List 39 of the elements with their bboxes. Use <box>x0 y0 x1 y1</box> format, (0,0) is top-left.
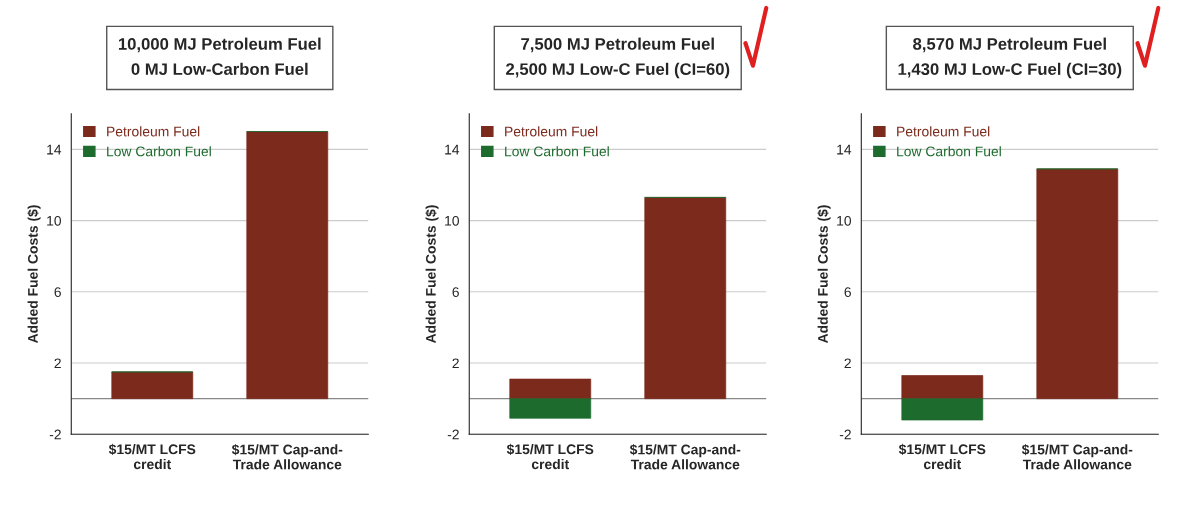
y-tick-label: 2 <box>452 358 459 369</box>
y-axis-title: Added Fuel Costs ($) <box>27 205 41 344</box>
y-tick-label: 10 <box>837 215 852 226</box>
bar <box>901 375 984 400</box>
bar <box>901 398 984 421</box>
x-tick-label: $15/MT LCFS credit <box>506 443 594 470</box>
bar <box>509 398 592 419</box>
y-tick-label: 2 <box>54 358 61 369</box>
x-tick-label: $15/MT Cap-and- Trade Allowance <box>231 444 343 470</box>
chart-title: 10,000 MJ Petroleum Fuel 0 MJ Low-Carbon Fuel <box>118 37 321 76</box>
legend-label: Low Carbon Fuel <box>897 146 1001 157</box>
chart-title: 8,570 MJ Petroleum Fuel 1,430 MJ Low-C Fuel (CI=30) <box>898 37 1122 79</box>
y-tick-label: 14 <box>47 144 62 155</box>
legend-label: Petroleum Fuel <box>897 126 990 137</box>
x-tick-label: $15/MT LCFS credit <box>108 443 196 470</box>
y-tick-label: 2 <box>844 358 851 369</box>
chart-title: 7,500 MJ Petroleum Fuel 2,500 MJ Low-C Fuel (CI=60) <box>506 37 730 79</box>
x-tick-label: $15/MT LCFS credit <box>898 443 986 470</box>
y-axis-title: Added Fuel Costs ($) <box>817 205 831 344</box>
bar <box>644 197 727 400</box>
bar <box>1036 168 1119 400</box>
x-tick-label: $15/MT Cap-and- Trade Allowance <box>629 444 741 470</box>
x-tick-label: $15/MT Cap-and- Trade Allowance <box>1021 444 1133 470</box>
legend-label: Low Carbon Fuel <box>505 146 609 157</box>
legend-label: Low Carbon Fuel <box>107 146 211 157</box>
y-axis-title: Added Fuel Costs ($) <box>425 205 439 344</box>
y-tick-label: 6 <box>452 287 459 297</box>
y-tick-label: 6 <box>54 287 61 297</box>
y-tick-label: -2 <box>839 429 851 440</box>
bar <box>509 378 592 400</box>
y-tick-label: -2 <box>447 429 459 440</box>
y-tick-label: 14 <box>445 144 460 155</box>
y-tick-label: 14 <box>837 144 852 155</box>
y-tick-label: 6 <box>844 287 851 297</box>
y-tick-label: 10 <box>47 215 62 226</box>
y-tick-label: -2 <box>49 429 61 440</box>
y-tick-label: 10 <box>445 215 459 226</box>
legend-label: Petroleum Fuel <box>505 126 598 137</box>
legend-label: Petroleum Fuel <box>107 126 200 137</box>
